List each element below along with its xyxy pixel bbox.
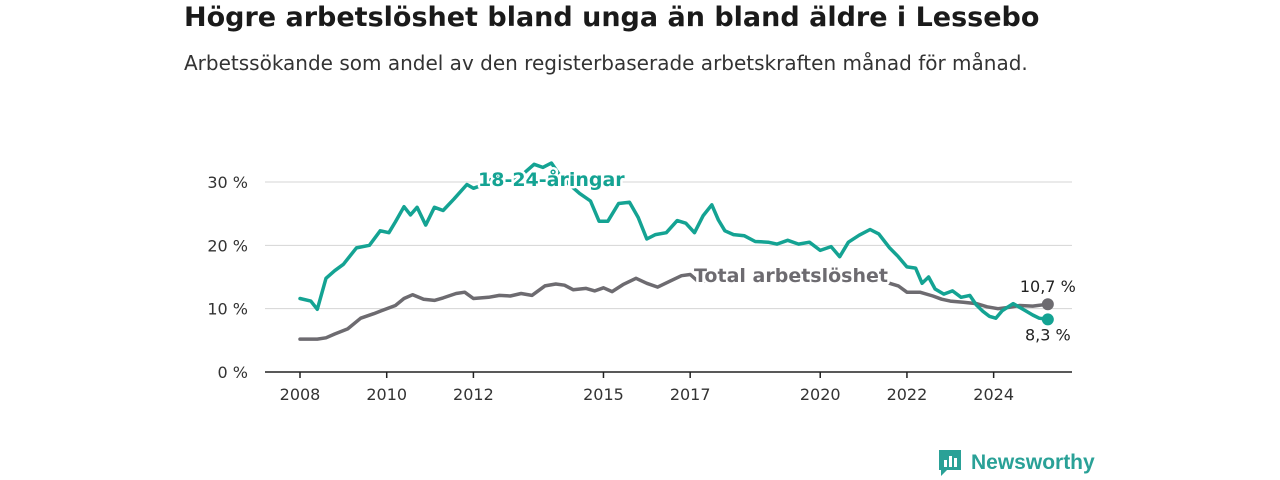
x-tick-label: 2010 [366, 385, 407, 404]
x-tick-label: 2015 [583, 385, 624, 404]
end-point-total [1041, 298, 1054, 311]
series-line-youth [298, 161, 1050, 322]
x-axis-ticks: 2008 2010 2012 2015 2017 2020 2022 2024 [280, 372, 1014, 404]
end-value-label-total: 10,7 % [1020, 277, 1076, 296]
x-tick-label: 2020 [800, 385, 841, 404]
x-tick-label: 2012 [453, 385, 494, 404]
end-value-label-youth: 8,3 % [1025, 325, 1071, 344]
gridlines [265, 181, 1072, 310]
end-point-youth [1041, 313, 1054, 326]
y-tick-label: 20 % [207, 236, 248, 255]
newsworthy-logo-text: Newsworthy [971, 451, 1095, 474]
newsworthy-logo-icon [939, 450, 961, 476]
x-tick-label: 2022 [887, 385, 928, 404]
chart-subtitle: Arbetssökande som andel av den registerb… [184, 51, 1028, 75]
series-labels: 18-24-åringar Total arbetslöshet 10,7 % 8,3… [476, 165, 1079, 347]
x-tick-label: 2024 [973, 385, 1014, 404]
x-tick-label: 2008 [280, 385, 321, 404]
x-tick-label: 2017 [670, 385, 711, 404]
series-label-youth: 18-24-åringar [478, 167, 625, 191]
series-line-total [298, 272, 723, 341]
series-label-total: Total arbetslöshet [694, 265, 888, 287]
y-axis-ticks: 0 % 10 % 20 % 30 % [207, 173, 248, 382]
y-tick-label: 10 % [207, 300, 248, 319]
y-tick-label: 30 % [207, 173, 248, 192]
series-lines [298, 161, 1054, 341]
newsworthy-logo: Newsworthy [937, 448, 1095, 478]
y-tick-label: 0 % [218, 363, 248, 382]
chart-title: Högre arbetslöshet bland unga än bland ä… [184, 2, 1040, 33]
